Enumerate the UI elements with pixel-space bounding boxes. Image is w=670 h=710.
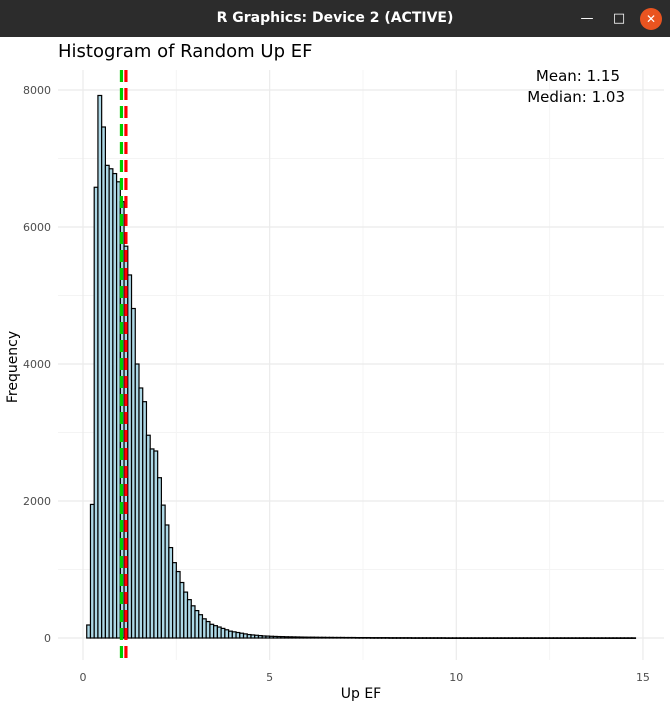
y-tick-label: 2000 — [23, 495, 51, 508]
maximize-icon[interactable]: □ — [612, 11, 626, 26]
axis-ticks: 0 5 10 15 0 2000 4000 6000 8000 — [23, 84, 650, 684]
mean-annotation: Mean: 1.15 — [536, 67, 620, 85]
y-tick-label: 6000 — [23, 221, 51, 234]
median-annotation: Median: 1.03 — [527, 88, 625, 106]
histogram-chart: 0 5 10 15 0 2000 4000 6000 8000 Histogram of Ran… — [5, 41, 664, 702]
y-tick-label: 0 — [44, 632, 51, 645]
window-titlebar: R Graphics: Device 2 (ACTIVE) — □ ✕ — [0, 0, 670, 37]
x-axis-label: Up EF — [341, 686, 381, 702]
x-tick-label: 0 — [80, 671, 87, 684]
chart-title: Histogram of Random Up EF — [58, 41, 312, 62]
y-tick-label: 8000 — [23, 84, 51, 97]
x-tick-label: 5 — [266, 671, 273, 684]
plot-area: 0 5 10 15 0 2000 4000 6000 8000 Histogram of Ran… — [0, 37, 670, 706]
minimize-icon[interactable]: — — [580, 11, 594, 26]
x-tick-label: 15 — [636, 671, 650, 684]
window-title: R Graphics: Device 2 (ACTIVE) — [216, 10, 454, 26]
close-icon[interactable]: ✕ — [640, 8, 662, 30]
histogram-bar — [631, 637, 637, 639]
x-tick-label: 10 — [449, 671, 463, 684]
histogram-bars — [86, 94, 637, 639]
reference-lines — [119, 70, 128, 660]
y-axis-label: Frequency — [5, 331, 21, 403]
y-tick-label: 4000 — [23, 358, 51, 371]
